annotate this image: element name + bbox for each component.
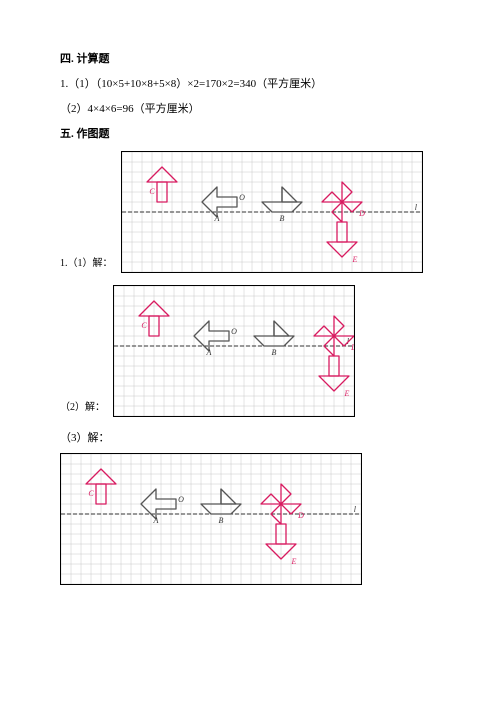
svg-text:D: D	[297, 511, 304, 520]
section5-title: 五. 作图题	[60, 125, 440, 141]
figure-label-1: 1.（1）解：	[60, 254, 113, 269]
figure-label-3: （3）解：	[60, 429, 440, 445]
figure-row-3: l C O A B D E	[60, 453, 440, 585]
figure-label-2: （2）解：	[60, 398, 105, 413]
grid-figure-2: lCOABDE	[113, 285, 355, 417]
svg-text:A: A	[153, 516, 159, 525]
svg-text:D: D	[358, 209, 365, 218]
svg-text:B: B	[219, 516, 224, 525]
figure-row-2: （2）解： lCOABDE	[60, 285, 440, 417]
figure-row-1: 1.（1）解： l C O A B D E	[60, 151, 440, 273]
svg-text:O: O	[178, 495, 184, 504]
grid-figure-1: l C O A B D E	[121, 151, 423, 273]
svg-text:B: B	[279, 214, 284, 223]
svg-text:C: C	[149, 187, 155, 196]
svg-text:O: O	[231, 327, 237, 336]
svg-text:C: C	[88, 489, 94, 498]
svg-text:A: A	[213, 214, 219, 223]
svg-text:B: B	[272, 348, 277, 357]
svg-text:E: E	[351, 255, 357, 264]
svg-text:l: l	[354, 505, 357, 514]
svg-text:D: D	[350, 343, 355, 352]
calc-line-1: 1.（1）（10×5+10×8+5×8）×2=170×2=340（平方厘米）	[60, 76, 440, 93]
svg-text:E: E	[344, 389, 350, 398]
svg-text:E: E	[291, 557, 297, 566]
svg-text:O: O	[239, 193, 245, 202]
svg-text:C: C	[141, 321, 147, 330]
svg-text:l: l	[414, 203, 417, 212]
section4-title: 四. 计算题	[60, 50, 440, 66]
calc-line-2: （2）4×4×6=96（平方厘米）	[60, 101, 440, 118]
grid-figure-3: l C O A B D E	[60, 453, 362, 585]
svg-text:A: A	[206, 348, 212, 357]
